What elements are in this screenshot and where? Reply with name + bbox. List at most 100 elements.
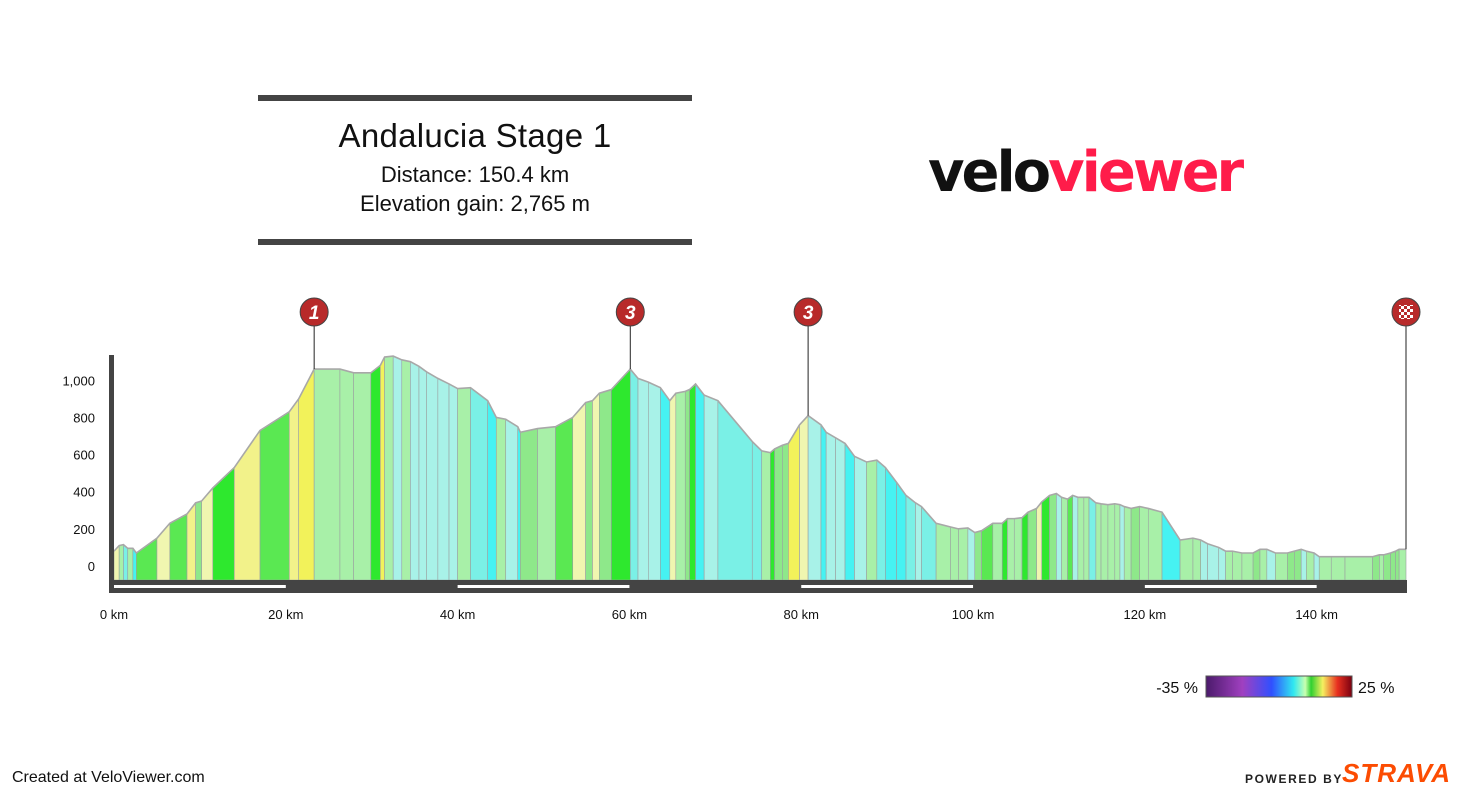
powered-by-label: POWERED BY <box>1245 772 1344 786</box>
climb-category-marker <box>615 297 645 327</box>
gradient-segment <box>866 459 878 581</box>
gradient-segment <box>1083 496 1090 581</box>
x-tick-label: 100 km <box>952 607 995 622</box>
gradient-segment <box>599 389 612 581</box>
legend-gradient-bar <box>1205 675 1353 698</box>
gradient-segment <box>592 392 600 581</box>
gradient-segment <box>288 397 299 581</box>
gradient-segment <box>457 387 471 581</box>
gradient-segment <box>1027 507 1037 581</box>
climb-category-label: 1 <box>309 303 320 324</box>
gradient-segment <box>1344 556 1373 581</box>
gradient-segment <box>136 537 158 581</box>
gradient-segment <box>1294 548 1302 581</box>
gradient-segment <box>992 522 1003 581</box>
gradient-segment <box>353 372 372 581</box>
gradient-segment <box>1007 518 1015 581</box>
gradient-segment <box>1398 548 1407 581</box>
x-axis-bar <box>109 580 1407 593</box>
x-tick-label: 120 km <box>1124 607 1167 622</box>
title-box: Andalucia Stage 1 Distance: 150.4 km Ele… <box>258 95 692 245</box>
gradient-segment <box>915 502 922 581</box>
gradient-segment <box>1088 496 1097 581</box>
x-axis-stripe <box>1144 585 1317 588</box>
gradient-segment <box>127 548 134 581</box>
gradient-segment <box>770 448 775 581</box>
gradient-segment <box>1095 502 1102 581</box>
gradient-segment <box>669 392 677 581</box>
gradient-segment <box>684 389 690 581</box>
gradient-segment <box>799 414 809 581</box>
gradient-segment <box>1192 537 1201 581</box>
gradient-segment <box>313 368 341 581</box>
gradient-segment <box>981 522 994 581</box>
gradient-segment <box>1114 503 1121 581</box>
y-axis-line <box>109 355 114 593</box>
gradient-segment <box>648 381 661 581</box>
gradient-segment <box>629 368 639 581</box>
gradient-segment <box>426 371 439 581</box>
gradient-segment <box>520 428 538 581</box>
gradient-segment <box>370 364 381 581</box>
gradient-segment <box>380 356 385 581</box>
gradient-segment <box>1107 503 1116 581</box>
gradient-segment <box>1306 550 1315 581</box>
gradient-segment <box>905 494 916 581</box>
elevation-profile-line <box>113 355 1406 558</box>
gradient-segment <box>1067 494 1073 581</box>
climb-category-label: 3 <box>625 303 636 324</box>
gradient-segment <box>896 481 907 581</box>
legend-max-label: 25 % <box>1358 680 1394 697</box>
gradient-segment <box>1390 550 1396 581</box>
gradient-segment <box>967 527 976 581</box>
gradient-segment <box>233 429 261 581</box>
x-tick-label: 0 km <box>100 607 128 622</box>
veloviewer-logo[interactable]: veloviewer <box>928 138 1244 208</box>
gradient-segment <box>1266 548 1276 581</box>
y-tick-label: 800 <box>73 410 95 425</box>
gradient-segment <box>401 359 411 581</box>
gradient-segment <box>1061 496 1068 581</box>
gradient-segment <box>1318 556 1332 581</box>
gradient-segment <box>958 527 969 581</box>
gradient-segment <box>1287 550 1295 581</box>
gradient-segment <box>1300 548 1307 581</box>
y-tick-label: 400 <box>73 485 95 500</box>
gradient-segment <box>470 387 488 581</box>
gradient-segment <box>1372 554 1380 581</box>
gradient-segment <box>689 383 696 581</box>
gradient-segment <box>1119 504 1125 581</box>
title-bottom-rule <box>258 239 692 245</box>
title-top-rule <box>258 95 692 101</box>
created-at-text[interactable]: Created at VeloViewer.com <box>12 769 205 786</box>
gradient-segment <box>660 386 671 581</box>
gradient-segment <box>1179 537 1194 581</box>
gradient-segment <box>820 423 827 581</box>
gradient-segment <box>201 487 214 581</box>
distance-label: Distance: 150.4 km <box>380 162 570 187</box>
gradient-segment <box>835 437 846 581</box>
gradient-segment <box>807 414 822 581</box>
gradient-segment <box>1013 517 1023 581</box>
gradient-segment <box>186 501 196 581</box>
gradient-segment <box>123 543 129 581</box>
gradient-segment <box>935 522 952 581</box>
gradient-segment <box>1330 556 1346 581</box>
y-tick-label: 0 <box>88 559 95 574</box>
x-axis-stripe <box>457 585 630 588</box>
gradient-segment <box>298 368 315 581</box>
gradient-segment <box>854 455 867 581</box>
gradient-segment <box>448 383 458 581</box>
gradient-segment <box>1001 517 1008 581</box>
gradient-segment <box>410 361 420 581</box>
gradient-segment <box>392 355 403 581</box>
x-tick-label: 60 km <box>612 607 647 622</box>
gradient-segment <box>1072 494 1079 581</box>
gradient-segment <box>339 368 354 581</box>
gradient-segment <box>487 400 497 581</box>
gradient-segment <box>1252 548 1261 581</box>
logo-viewer: viewer <box>1048 140 1244 205</box>
gradient-segment <box>788 423 800 581</box>
gradient-segment <box>1225 550 1233 581</box>
gradient-segment <box>1036 501 1043 581</box>
